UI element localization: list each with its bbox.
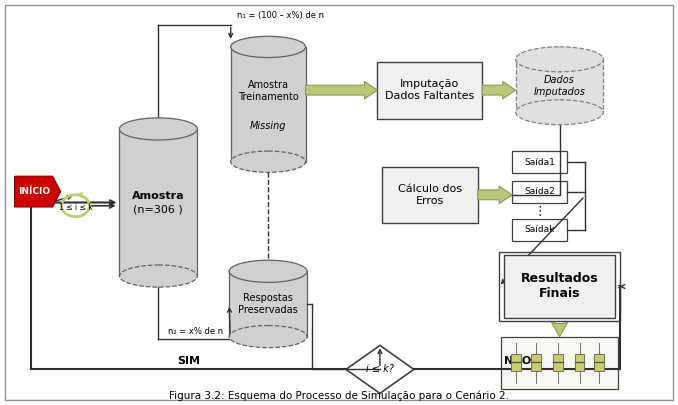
Text: Saídak: Saídak	[524, 225, 555, 234]
Polygon shape	[15, 176, 60, 207]
Text: ⋮: ⋮	[534, 205, 546, 218]
Polygon shape	[552, 322, 567, 337]
Bar	[553, 354, 563, 371]
Bar	[516, 59, 603, 112]
Text: (n=306 ): (n=306 )	[134, 204, 183, 214]
Bar	[382, 166, 478, 223]
Text: Dados
Imputados: Dados Imputados	[534, 75, 586, 96]
Text: Resultados
Finais: Resultados Finais	[521, 273, 599, 301]
Ellipse shape	[229, 260, 307, 282]
Ellipse shape	[516, 47, 603, 72]
Text: 1 ≤ i ≤ k: 1 ≤ i ≤ k	[59, 203, 92, 213]
Bar	[500, 337, 618, 389]
Bar	[504, 255, 616, 318]
Text: n₁ = (100 – x%) de n: n₁ = (100 – x%) de n	[237, 11, 323, 21]
Bar	[512, 181, 567, 202]
Text: i ≤ k?: i ≤ k?	[366, 364, 394, 374]
Ellipse shape	[516, 100, 603, 125]
Bar	[531, 354, 540, 371]
Bar	[119, 129, 197, 276]
Polygon shape	[306, 81, 378, 99]
Text: Saída1: Saída1	[524, 158, 555, 166]
Bar	[512, 151, 567, 173]
Bar	[378, 62, 482, 119]
Text: Amostra
Treinamento: Amostra Treinamento	[238, 81, 298, 102]
Text: Respostas
Preservadas: Respostas Preservadas	[238, 293, 298, 315]
Text: Amostra: Amostra	[132, 191, 184, 201]
Text: n₂ = x% de n: n₂ = x% de n	[167, 327, 223, 336]
Bar	[231, 47, 306, 162]
Bar	[229, 271, 307, 337]
Bar	[512, 219, 567, 241]
Polygon shape	[346, 345, 414, 393]
Text: Imputação
Dados Faltantes: Imputação Dados Faltantes	[385, 79, 475, 101]
Bar	[574, 354, 584, 371]
Text: Figura 3.2: Esquema do Processo de Simulação para o Cenário 2.: Figura 3.2: Esquema do Processo de Simul…	[169, 390, 509, 401]
Text: Missing: Missing	[250, 121, 286, 131]
Text: Cálculo dos
Erros: Cálculo dos Erros	[398, 184, 462, 206]
Bar	[499, 252, 620, 321]
Polygon shape	[482, 81, 516, 99]
Polygon shape	[478, 186, 512, 204]
Bar	[511, 354, 521, 371]
Ellipse shape	[119, 265, 197, 287]
Text: Saída2: Saída2	[524, 187, 555, 196]
Ellipse shape	[231, 36, 306, 58]
Text: INÍCIO: INÍCIO	[18, 187, 51, 196]
Ellipse shape	[119, 118, 197, 140]
Text: NÃO: NÃO	[504, 356, 531, 366]
Bar	[595, 354, 605, 371]
Ellipse shape	[231, 151, 306, 173]
Text: SIM: SIM	[177, 356, 200, 366]
Ellipse shape	[229, 326, 307, 347]
